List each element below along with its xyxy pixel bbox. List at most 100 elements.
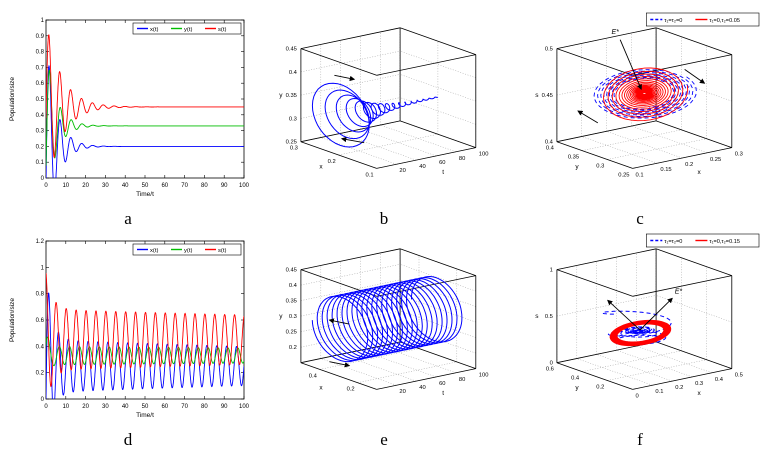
svg-text:0.25: 0.25 bbox=[286, 140, 297, 146]
svg-text:0.3: 0.3 bbox=[36, 129, 45, 135]
svg-text:0.15: 0.15 bbox=[660, 167, 671, 173]
svg-text:0.3: 0.3 bbox=[695, 381, 703, 387]
panel-f: 0 0.1 0.2 0.3 0.4 0.5 0.2 0.4 0.6 0 0.5 1 x y s E* τ₁=τ₂… bbox=[512, 231, 768, 450]
svg-text:0.25: 0.25 bbox=[710, 157, 721, 163]
svg-text:x: x bbox=[697, 390, 701, 397]
svg-text:60: 60 bbox=[439, 160, 445, 166]
svg-text:0.45: 0.45 bbox=[542, 93, 553, 99]
svg-text:s(t): s(t) bbox=[218, 27, 226, 33]
svg-text:x(t): x(t) bbox=[150, 248, 158, 254]
svg-text:x: x bbox=[319, 385, 323, 392]
svg-text:0.5: 0.5 bbox=[36, 97, 45, 103]
svg-text:100: 100 bbox=[239, 183, 250, 189]
svg-text:0.1: 0.1 bbox=[655, 389, 663, 395]
svg-text:10: 10 bbox=[62, 183, 69, 189]
svg-text:y: y bbox=[279, 92, 283, 99]
svg-text:y: y bbox=[575, 164, 579, 171]
svg-text:40: 40 bbox=[122, 404, 129, 410]
panel-b-label: b bbox=[379, 209, 389, 228]
panel-a: 0 10 20 30 40 50 60 70 80 90 100 0 0.1 0.2 0.3 0.4 0.5 0.… bbox=[0, 10, 256, 229]
svg-text:30: 30 bbox=[102, 183, 109, 189]
svg-text:30: 30 bbox=[102, 404, 109, 410]
svg-text:1.2: 1.2 bbox=[36, 239, 45, 245]
svg-text:0.3: 0.3 bbox=[289, 314, 297, 320]
svg-text:0.2: 0.2 bbox=[596, 384, 604, 390]
svg-text:0.25: 0.25 bbox=[618, 172, 629, 178]
panel-a-label: a bbox=[124, 209, 132, 228]
svg-text:40: 40 bbox=[419, 385, 425, 391]
svg-text:50: 50 bbox=[142, 404, 149, 410]
svg-text:E*: E* bbox=[611, 29, 619, 36]
svg-text:0.4: 0.4 bbox=[715, 377, 724, 383]
svg-text:80: 80 bbox=[459, 156, 465, 162]
svg-text:40: 40 bbox=[122, 183, 129, 189]
chart-a-timeseries: 0 10 20 30 40 50 60 70 80 90 100 0 0.1 0.2 0.3 0.4 0.5 0.… bbox=[9, 18, 250, 198]
svg-text:0: 0 bbox=[41, 176, 45, 182]
svg-text:τ₁=0,τ₂=0.15: τ₁=0,τ₂=0.15 bbox=[709, 239, 740, 245]
svg-text:100: 100 bbox=[479, 152, 489, 158]
svg-text:20: 20 bbox=[399, 389, 405, 395]
svg-text:0.6: 0.6 bbox=[546, 367, 554, 373]
svg-text:100: 100 bbox=[479, 373, 489, 379]
svg-text:0.25: 0.25 bbox=[286, 330, 297, 336]
svg-text:0.4: 0.4 bbox=[571, 376, 580, 382]
svg-text:0.4: 0.4 bbox=[289, 70, 298, 76]
panel-d: 0 10 20 30 40 50 60 70 80 90 100 0 0.2 0.4 0.6 0.8 1 1.2 T… bbox=[0, 231, 256, 450]
svg-text:0.3: 0.3 bbox=[596, 163, 604, 169]
svg-text:0: 0 bbox=[44, 404, 48, 410]
svg-text:0: 0 bbox=[44, 183, 48, 189]
svg-text:0.2: 0.2 bbox=[289, 345, 297, 351]
svg-text:0.6: 0.6 bbox=[36, 81, 45, 87]
svg-text:t: t bbox=[442, 390, 444, 397]
svg-text:20: 20 bbox=[82, 183, 89, 189]
svg-text:s: s bbox=[535, 313, 539, 320]
svg-text:Population/size: Population/size bbox=[9, 298, 16, 342]
svg-text:0.3: 0.3 bbox=[290, 146, 298, 152]
svg-text:0.45: 0.45 bbox=[286, 47, 297, 53]
panel-e: 20 40 60 80 100 0.2 0.4 0.2 0.25 0.3 0.35 0.4 0.45 t x… bbox=[256, 231, 512, 450]
panel-c: 0.1 0.15 0.2 0.25 0.3 0.25 0.3 0.35 0.4 0.4 0.45 0.… bbox=[512, 10, 768, 229]
svg-text:τ₁=τ₂=0: τ₁=τ₂=0 bbox=[664, 239, 682, 245]
svg-text:x(t): x(t) bbox=[150, 27, 158, 33]
svg-text:90: 90 bbox=[221, 404, 228, 410]
svg-text:0.1: 0.1 bbox=[636, 172, 644, 178]
svg-text:0.5: 0.5 bbox=[735, 373, 743, 379]
svg-text:x: x bbox=[319, 164, 323, 171]
svg-text:50: 50 bbox=[142, 183, 149, 189]
panel-e-label: e bbox=[380, 430, 388, 449]
svg-text:s(t): s(t) bbox=[218, 248, 226, 254]
svg-text:0.8: 0.8 bbox=[36, 50, 45, 56]
svg-text:x: x bbox=[697, 169, 701, 176]
svg-text:0.4: 0.4 bbox=[309, 373, 318, 379]
svg-text:0.35: 0.35 bbox=[568, 155, 579, 161]
svg-text:0.8: 0.8 bbox=[36, 292, 45, 298]
svg-text:60: 60 bbox=[161, 183, 168, 189]
svg-text:0.2: 0.2 bbox=[36, 144, 45, 150]
svg-text:0.9: 0.9 bbox=[36, 34, 45, 40]
svg-text:0.2: 0.2 bbox=[36, 371, 45, 377]
svg-text:y(t): y(t) bbox=[184, 248, 192, 254]
svg-text:y(t): y(t) bbox=[184, 27, 192, 33]
svg-text:20: 20 bbox=[399, 168, 405, 174]
svg-text:0.4: 0.4 bbox=[36, 113, 45, 119]
svg-text:0: 0 bbox=[41, 397, 45, 403]
panel-b: 20 40 60 80 100 0.1 0.2 0.3 0.25 0.3 0.35 0.4 0.45 t x… bbox=[256, 10, 512, 229]
svg-text:0.45: 0.45 bbox=[286, 268, 297, 274]
svg-text:y: y bbox=[279, 313, 283, 320]
chart-f-phase3d: 00.10.20.30.40.50.20.40.600.51xysE*τ₁=τ₂… bbox=[535, 233, 760, 399]
svg-text:0.4: 0.4 bbox=[545, 140, 554, 146]
panel-f-label: f bbox=[637, 430, 643, 449]
svg-text:80: 80 bbox=[459, 377, 465, 383]
panel-c-label: c bbox=[636, 209, 644, 228]
svg-text:1: 1 bbox=[41, 265, 45, 271]
svg-text:t: t bbox=[442, 169, 444, 176]
svg-text:0.35: 0.35 bbox=[286, 299, 297, 305]
svg-text:0.4: 0.4 bbox=[36, 344, 45, 350]
svg-text:100: 100 bbox=[239, 404, 250, 410]
chart-b-phase3d: 204060801000.10.20.30.250.30.350.40.45tx… bbox=[279, 27, 489, 178]
svg-text:0.3: 0.3 bbox=[289, 116, 297, 122]
svg-text:Time/t: Time/t bbox=[136, 191, 154, 198]
svg-text:0.2: 0.2 bbox=[347, 387, 355, 393]
svg-text:0.4: 0.4 bbox=[546, 146, 555, 152]
svg-text:60: 60 bbox=[161, 404, 168, 410]
